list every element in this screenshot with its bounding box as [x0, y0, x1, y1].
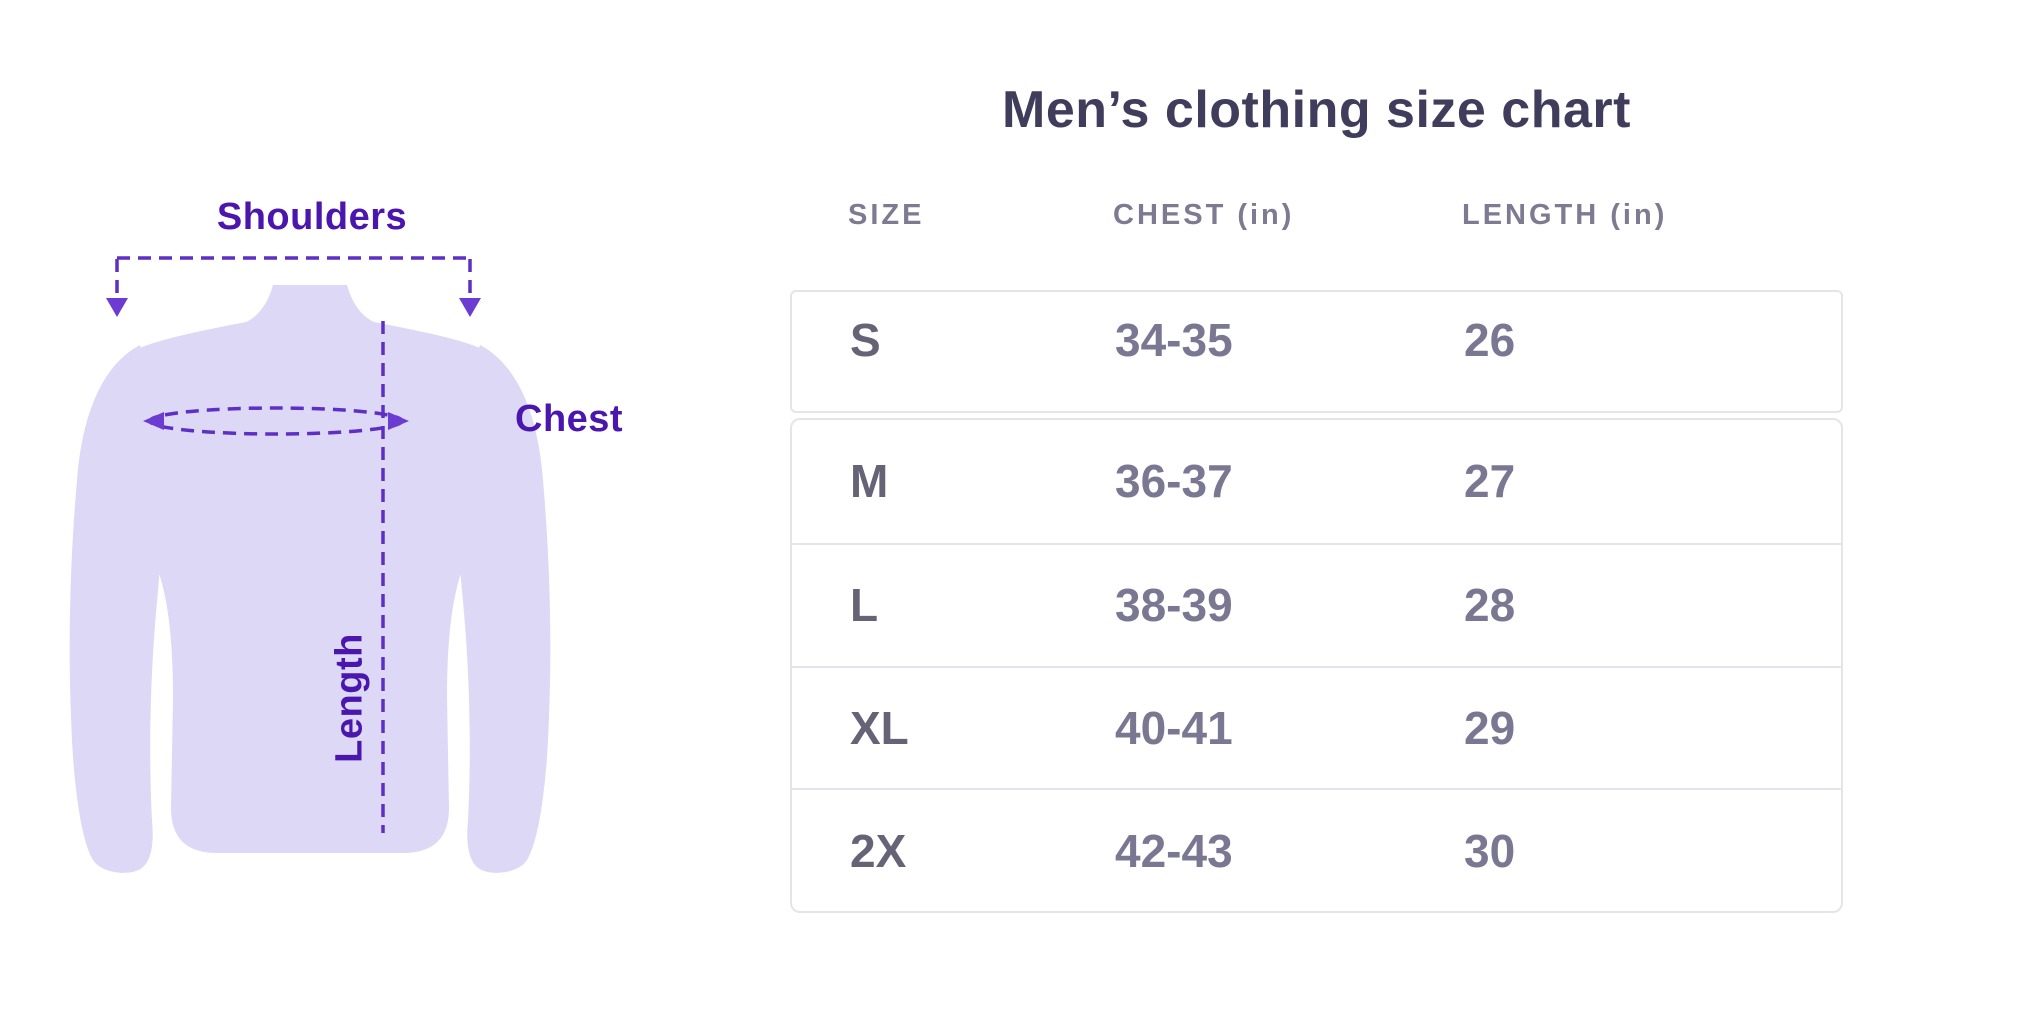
- length-label: Length: [328, 633, 371, 763]
- table-header: SIZE CHEST (in) LENGTH (in): [790, 192, 1843, 238]
- column-header-length: LENGTH (in): [1462, 198, 1668, 231]
- shoulders-label: Shoulders: [216, 196, 408, 238]
- size-cell: XL: [850, 701, 909, 754]
- chest-cell: 38-39: [1115, 579, 1233, 632]
- size-chart: Men’s clothing size chart SIZE CHEST (in…: [790, 0, 1843, 1020]
- length-cell: 30: [1464, 824, 1516, 877]
- table-row: 2X 42-43 30: [792, 788, 1841, 911]
- chest-cell: 36-37: [1115, 455, 1233, 508]
- shoulders-measure-line: [115, 256, 472, 298]
- arrow-left-icon: [143, 412, 164, 430]
- length-cell: 29: [1464, 701, 1516, 754]
- size-cell: L: [850, 579, 879, 632]
- shirt-svg: [69, 256, 551, 873]
- table-row: XL 40-41 29: [792, 665, 1841, 789]
- table-row-group: M 36-37 27 L 38-39 28 XL 40-41 29 2X 42-…: [790, 418, 1843, 913]
- shirt-measurement-diagram: Shoulders Chest Length: [0, 0, 700, 1020]
- chest-cell: 40-41: [1115, 701, 1233, 754]
- table-row: L 38-39 28: [792, 542, 1841, 666]
- size-cell: M: [850, 455, 889, 508]
- arrow-down-right-icon: [459, 298, 481, 317]
- size-cell: 2X: [850, 824, 907, 877]
- arrow-down-left-icon: [106, 298, 128, 317]
- chest-cell: 34-35: [1115, 313, 1233, 366]
- column-header-chest: CHEST (in): [1113, 198, 1295, 231]
- length-cell: 26: [1464, 313, 1516, 366]
- length-cell: 27: [1464, 455, 1516, 508]
- column-header-size: SIZE: [848, 198, 925, 231]
- table-row-group-first: S 34-35 26: [790, 290, 1843, 413]
- chest-label: Chest: [515, 398, 624, 440]
- torso-shape: [102, 285, 518, 853]
- table-row: M 36-37 27: [792, 420, 1841, 543]
- arrow-right-icon: [388, 412, 409, 430]
- length-cell: 28: [1464, 579, 1516, 632]
- chest-cell: 42-43: [1115, 824, 1233, 877]
- table-row: S 34-35 26: [792, 292, 1841, 411]
- page-title: Men’s clothing size chart: [1002, 81, 1631, 139]
- size-cell: S: [850, 313, 881, 366]
